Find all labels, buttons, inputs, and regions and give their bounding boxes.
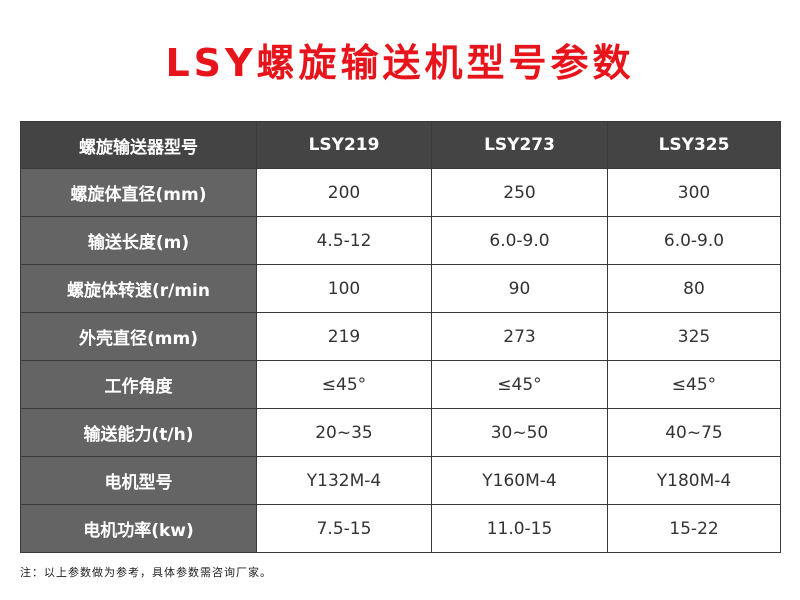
table-cell: 11.0-15 — [431, 504, 608, 553]
row-label: 工作角度 — [20, 360, 257, 409]
row-label: 输送能力(t/h) — [20, 408, 257, 457]
row-label: 电机型号 — [20, 456, 257, 505]
table-cell: 6.0-9.0 — [431, 216, 608, 265]
table-cell: Y180M-4 — [607, 456, 781, 505]
table-cell: 20~35 — [256, 408, 432, 457]
table-cell: 200 — [256, 168, 432, 217]
footnote: 注：以上参数做为参考，具体参数需咨询厂家。 — [20, 566, 272, 579]
table-row: 输送长度(m) 4.5-12 6.0-9.0 6.0-9.0 — [20, 216, 781, 265]
table-header-row: 螺旋输送器型号 LSY219 LSY273 LSY325 — [20, 121, 781, 169]
table-cell: ≤45° — [431, 360, 608, 409]
table-cell: ≤45° — [256, 360, 432, 409]
table-cell: 15-22 — [607, 504, 781, 553]
table-cell: 4.5-12 — [256, 216, 432, 265]
table-cell: 30~50 — [431, 408, 608, 457]
header-cell-model-label: 螺旋输送器型号 — [20, 121, 257, 169]
table-cell: 273 — [431, 312, 608, 361]
parameter-table: 螺旋输送器型号 LSY219 LSY273 LSY325 螺旋体直径(mm) 2… — [20, 121, 781, 553]
table-cell: 219 — [256, 312, 432, 361]
table-cell: 300 — [607, 168, 781, 217]
table-cell: ≤45° — [607, 360, 781, 409]
table-row: 螺旋体转速(r/min 100 90 80 — [20, 264, 781, 313]
table-cell: 100 — [256, 264, 432, 313]
table-cell: 250 — [431, 168, 608, 217]
table-cell: 80 — [607, 264, 781, 313]
table-row: 电机型号 Y132M-4 Y160M-4 Y180M-4 — [20, 456, 781, 505]
table-cell: 7.5-15 — [256, 504, 432, 553]
header-cell-lsy273: LSY273 — [431, 121, 608, 169]
table-cell: 40~75 — [607, 408, 781, 457]
row-label: 电机功率(kw) — [20, 504, 257, 553]
table-row: 输送能力(t/h) 20~35 30~50 40~75 — [20, 408, 781, 457]
row-label: 输送长度(m) — [20, 216, 257, 265]
page-title: LSY螺旋输送机型号参数 — [165, 41, 635, 85]
table-cell: 325 — [607, 312, 781, 361]
row-label: 螺旋体直径(mm) — [20, 168, 257, 217]
table-cell: 6.0-9.0 — [607, 216, 781, 265]
table-row: 电机功率(kw) 7.5-15 11.0-15 15-22 — [20, 504, 781, 553]
table-cell: Y160M-4 — [431, 456, 608, 505]
header-cell-lsy325: LSY325 — [607, 121, 781, 169]
table-row: 外壳直径(mm) 219 273 325 — [20, 312, 781, 361]
row-label: 外壳直径(mm) — [20, 312, 257, 361]
row-label: 螺旋体转速(r/min — [20, 264, 257, 313]
table-row: 螺旋体直径(mm) 200 250 300 — [20, 168, 781, 217]
table-row: 工作角度 ≤45° ≤45° ≤45° — [20, 360, 781, 409]
table-cell: Y132M-4 — [256, 456, 432, 505]
header-cell-lsy219: LSY219 — [256, 121, 432, 169]
table-cell: 90 — [431, 264, 608, 313]
